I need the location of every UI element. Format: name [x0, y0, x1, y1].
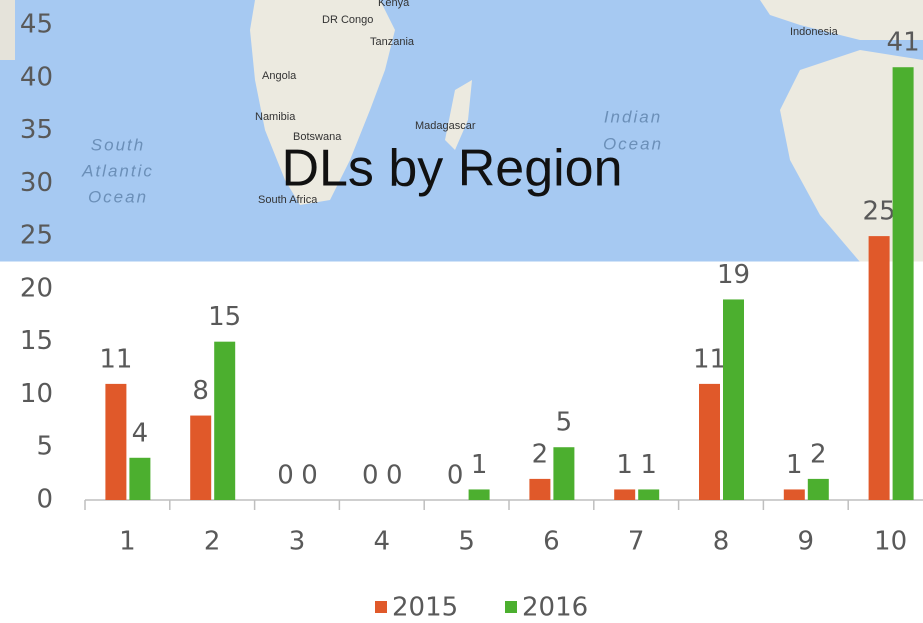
- africa: [250, 0, 395, 205]
- madagascar: [445, 80, 472, 150]
- value-label: 0: [362, 461, 379, 491]
- bar: [529, 478, 551, 500]
- value-label: 0: [301, 461, 318, 491]
- value-label: 15: [208, 302, 241, 332]
- map-label: DR Congo: [322, 14, 373, 26]
- legend-swatch: [375, 601, 387, 613]
- ocean-label: South: [91, 135, 145, 154]
- bar: [638, 489, 660, 500]
- bar: [699, 383, 720, 500]
- value-label: 11: [99, 344, 132, 374]
- value-label: 1: [616, 450, 633, 480]
- value-label: 5: [556, 408, 573, 438]
- bar: [190, 415, 212, 500]
- y-tick-label: 5: [36, 432, 53, 462]
- bar: [868, 236, 890, 500]
- legend-label: 2015: [392, 593, 458, 623]
- map-label: Angola: [262, 70, 297, 82]
- value-label: 0: [447, 461, 464, 491]
- value-label: 0: [277, 461, 294, 491]
- bar: [214, 341, 236, 500]
- x-tick-label: 3: [289, 527, 306, 557]
- chart-title: DLs by Region: [281, 140, 622, 198]
- y-tick-label: 35: [20, 115, 53, 145]
- x-tick-label: 8: [713, 527, 730, 557]
- bar: [723, 299, 744, 500]
- value-label: 41: [887, 28, 920, 58]
- ocean-label: Indian: [604, 107, 662, 126]
- value-label: 0: [386, 461, 403, 491]
- legend-swatch: [505, 601, 517, 613]
- bar: [129, 457, 151, 500]
- map-background: DR Congo Kenya Tanzania Angola Namibia B…: [0, 0, 923, 263]
- value-label: 25: [863, 197, 896, 227]
- bar: [892, 67, 914, 500]
- y-tick-label: 40: [20, 62, 53, 92]
- map-label: Namibia: [255, 111, 296, 123]
- value-label: 2: [810, 439, 827, 469]
- bar: [553, 447, 575, 500]
- y-tick-label: 20: [20, 273, 53, 303]
- value-label: 8: [192, 376, 209, 406]
- legend-label: 2016: [522, 593, 588, 623]
- value-label: 1: [471, 450, 488, 480]
- value-label: 2: [532, 439, 549, 469]
- x-tick-label: 5: [458, 527, 475, 557]
- y-tick-label: 10: [20, 379, 53, 409]
- ocean-label: Ocean: [88, 187, 148, 206]
- value-label: 4: [132, 418, 149, 448]
- y-tick-label: 25: [20, 221, 53, 251]
- x-tick-label: 2: [204, 527, 221, 557]
- bar: [614, 489, 636, 500]
- map-label: Madagascar: [415, 120, 476, 132]
- bar: [105, 383, 127, 500]
- ocean-label: Atlantic: [81, 161, 154, 180]
- value-label: 1: [786, 450, 803, 480]
- bar: [783, 489, 805, 500]
- value-label: 11: [693, 344, 726, 374]
- map-label: Botswana: [293, 131, 342, 143]
- australia: [780, 50, 923, 262]
- x-tick-label: 1: [119, 527, 136, 557]
- ocean-label: Ocean: [603, 134, 663, 153]
- x-tick-label: 10: [874, 527, 907, 557]
- x-tick-label: 7: [628, 527, 645, 557]
- y-tick-label: 15: [20, 326, 53, 356]
- map-label: Indonesia: [790, 26, 839, 38]
- bar: [807, 478, 829, 500]
- x-tick-label: 4: [374, 527, 391, 557]
- value-label: 19: [717, 260, 750, 290]
- map-label: Tanzania: [370, 36, 415, 48]
- map-label: Kenya: [378, 0, 410, 9]
- x-tick-label: 9: [798, 527, 815, 557]
- y-tick-label: 0: [36, 485, 53, 515]
- map-label: South Africa: [258, 194, 318, 206]
- land-left: [0, 0, 15, 60]
- value-label: 1: [640, 450, 657, 480]
- y-tick-label: 30: [20, 168, 53, 198]
- y-tick-label: 45: [20, 10, 53, 40]
- x-tick-label: 6: [543, 527, 560, 557]
- bar: [468, 489, 490, 500]
- indonesia-land: [760, 0, 923, 40]
